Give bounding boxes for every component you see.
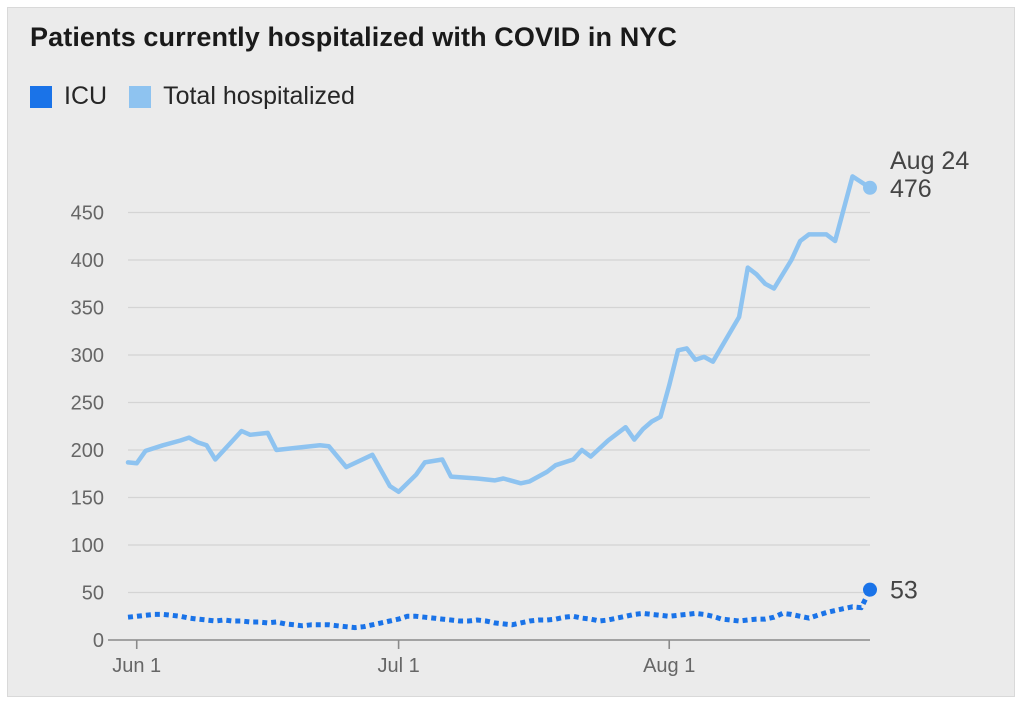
- y-tick-label: 100: [71, 535, 104, 557]
- legend-swatch-total-hospitalized: [129, 85, 152, 108]
- legend-item-total-hospitalized: Total hospitalized: [129, 82, 355, 111]
- series-line-total-hospitalized: [125, 174, 873, 495]
- line-chart: 0 50 100 150 200 250 300 350 400 450 Jun 1 Jul 1 Au…: [71, 147, 970, 677]
- end-value-label-icu: 53: [890, 577, 918, 605]
- y-tick-label: 450: [71, 203, 104, 225]
- x-tick-label: Jun 1: [112, 655, 161, 677]
- y-tick-label: 0: [93, 630, 104, 652]
- x-tick-label: Jul 1: [377, 655, 419, 677]
- grid-lines: [128, 211, 870, 594]
- legend-item-icu: ICU: [30, 82, 107, 111]
- end-value-label-total-hospitalized: 476: [890, 175, 932, 203]
- y-axis-ticks: 0 50 100 150 200 250 300 350 400 450: [71, 203, 104, 653]
- end-date-label: Aug 24: [890, 147, 969, 175]
- legend-label-icu: ICU: [64, 82, 108, 110]
- y-tick-label: 200: [71, 440, 104, 462]
- x-axis: Jun 1 Jul 1 Aug 1: [108, 639, 870, 677]
- chart-title: Patients currently hospitalized with COV…: [30, 22, 677, 52]
- series-line-icu: [127, 588, 873, 631]
- y-tick-label: 300: [71, 345, 104, 367]
- chart-card: Patients currently hospitalized with COV…: [7, 7, 1015, 697]
- end-point-total-hospitalized: [863, 180, 877, 195]
- series-lines: [125, 174, 873, 631]
- y-tick-label: 400: [71, 250, 104, 272]
- end-point-icu: [863, 582, 877, 597]
- y-tick-label: 250: [71, 393, 104, 415]
- chart-legend: ICU Total hospitalized: [30, 82, 377, 111]
- y-tick-label: 50: [82, 583, 104, 605]
- legend-label-total-hospitalized: Total hospitalized: [163, 82, 355, 110]
- y-tick-label: 150: [71, 488, 104, 510]
- legend-swatch-icu: [30, 85, 52, 108]
- y-tick-label: 350: [71, 298, 104, 320]
- x-tick-label: Aug 1: [643, 655, 695, 677]
